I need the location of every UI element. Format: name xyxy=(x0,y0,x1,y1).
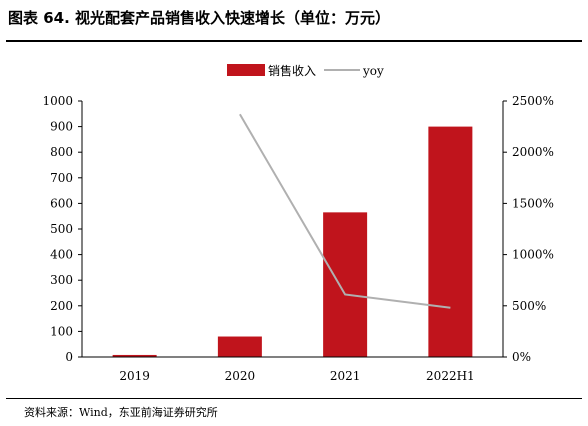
left-axis-tick-label: 200 xyxy=(50,299,73,313)
left-axis-tick-label: 400 xyxy=(50,248,73,262)
left-axis-tick-label: 700 xyxy=(50,171,73,185)
right-axis-tick-label: 0% xyxy=(512,350,531,364)
left-axis-tick-label: 1000 xyxy=(42,94,73,108)
left-axis-tick-label: 100 xyxy=(50,324,73,338)
bar-2022H1 xyxy=(428,126,473,357)
right-axis-tick-label: 2500% xyxy=(512,94,554,108)
legend-label-bar: 销售收入 xyxy=(268,63,316,78)
x-axis-tick-label: 2021 xyxy=(330,369,361,383)
footer-divider xyxy=(6,398,582,399)
left-axis-tick-label: 0 xyxy=(65,350,73,364)
title-divider xyxy=(6,40,582,42)
x-axis-tick-label: 2019 xyxy=(119,369,150,383)
bar-2020 xyxy=(217,336,262,357)
yoy-line xyxy=(239,113,451,309)
right-axis-tick-label: 500% xyxy=(512,299,546,313)
bar-2021 xyxy=(323,212,368,357)
bar-2019 xyxy=(112,354,157,357)
x-axis-tick-label: 2020 xyxy=(225,369,256,383)
right-axis-tick-label: 1500% xyxy=(512,196,554,210)
right-axis-tick-label: 1000% xyxy=(512,248,554,262)
left-axis-tick-label: 500 xyxy=(50,222,73,236)
x-axis-tick-label: 2022H1 xyxy=(426,369,475,383)
left-axis-tick-label: 800 xyxy=(50,145,73,159)
chart-title: 图表 64. 视光配套产品销售收入快速增长（单位：万元） xyxy=(8,9,391,27)
legend-swatch-bar xyxy=(227,64,265,76)
right-axis-tick-label: 2000% xyxy=(512,145,554,159)
left-axis-tick-label: 600 xyxy=(50,196,73,210)
legend-label-line: yoy xyxy=(362,64,384,78)
source-note: 资料来源：Wind，东亚前海证券研究所 xyxy=(24,406,218,419)
left-axis-tick-label: 900 xyxy=(50,120,73,134)
left-axis-tick-label: 300 xyxy=(50,273,73,287)
